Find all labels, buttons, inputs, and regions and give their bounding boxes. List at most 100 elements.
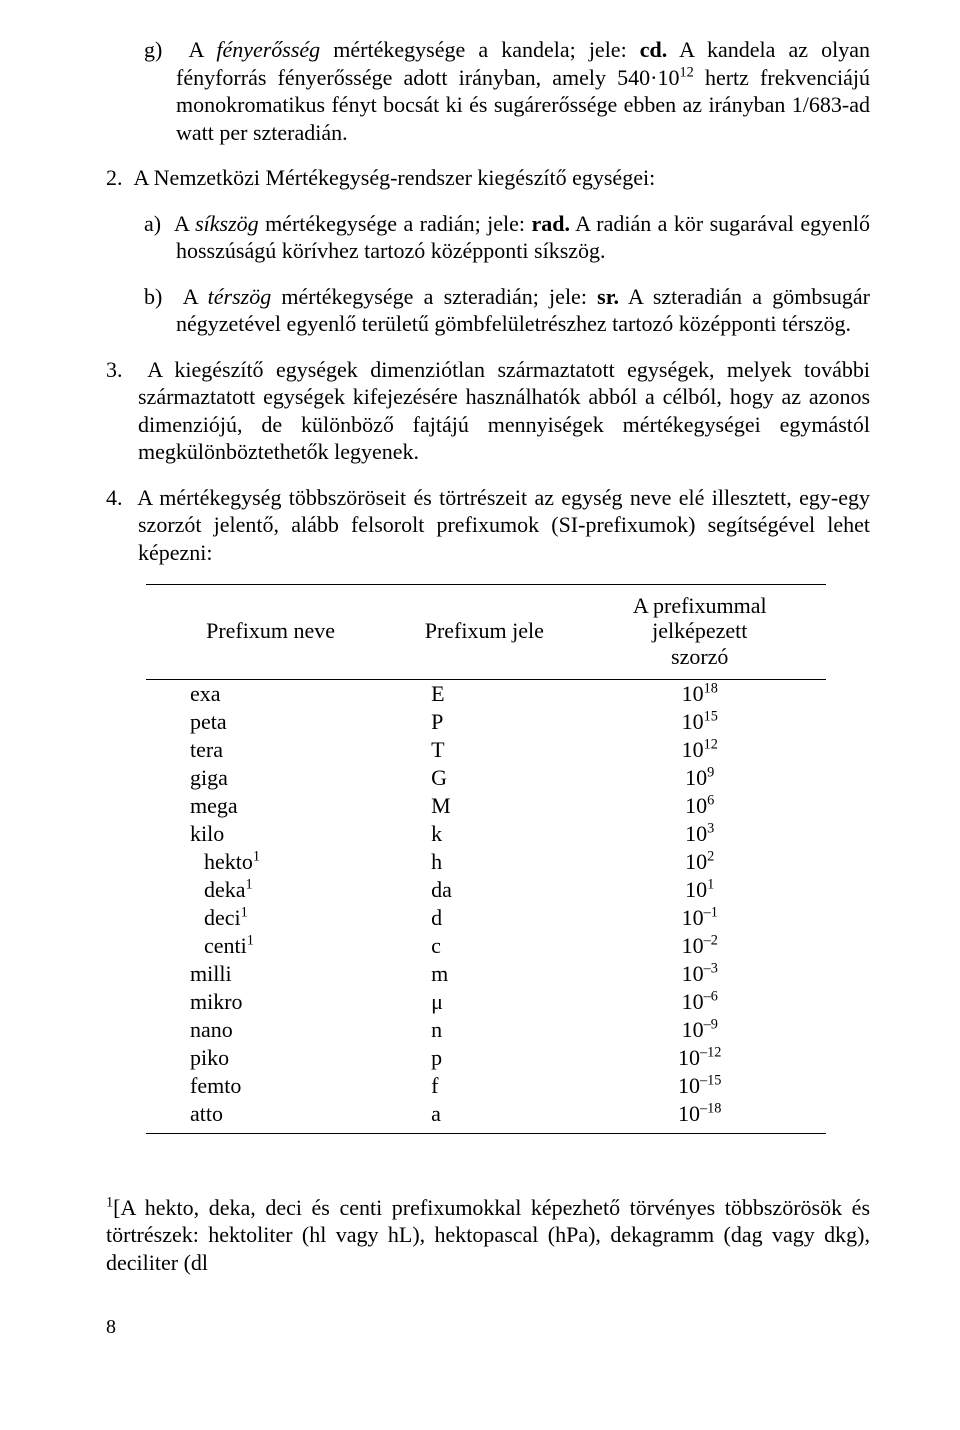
italic-term: fényerősség	[216, 37, 320, 62]
italic-term: síkszög	[195, 211, 259, 236]
table-row: hekto1h102	[146, 848, 826, 876]
cell-prefix-symbol: p	[395, 1044, 573, 1072]
cell-prefix-symbol: da	[395, 876, 573, 904]
list-marker: 2.	[106, 165, 123, 190]
cell-prefix-symbol: k	[395, 820, 573, 848]
cell-prefix-symbol: a	[395, 1100, 573, 1134]
page-content: g) A fényerősség mértékegysége a kandela…	[0, 0, 960, 1409]
text: A kiegészítő egységek dimenziótlan szárm…	[138, 357, 870, 465]
footnote-ref: 1	[246, 877, 253, 893]
table-row: attoa10–18	[146, 1100, 826, 1134]
cell-prefix-name: kilo	[146, 820, 395, 848]
text: mértékegysége a kandela; jele:	[320, 37, 640, 62]
cell-multiplier: 10–3	[573, 960, 826, 988]
cell-prefix-name: exa	[146, 679, 395, 708]
table-row: millim10–3	[146, 960, 826, 988]
cell-prefix-name: centi1	[146, 932, 395, 960]
bold-symbol: cd.	[640, 37, 668, 62]
footnote-text: [A hekto, deka, deci és centi prefixumok…	[106, 1195, 870, 1275]
cell-multiplier: 10–18	[573, 1100, 826, 1134]
cell-multiplier: 10–6	[573, 988, 826, 1016]
cell-prefix-name: milli	[146, 960, 395, 988]
header-multiplier: A prefixummal jelképezett szorzó	[573, 585, 826, 680]
table-row: femtof10–15	[146, 1072, 826, 1100]
cell-multiplier: 10–1	[573, 904, 826, 932]
footnote: 1[A hekto, deka, deci és centi prefixumo…	[106, 1194, 870, 1277]
cell-prefix-name: giga	[146, 764, 395, 792]
table-row: petaP1015	[146, 708, 826, 736]
cell-multiplier: 103	[573, 820, 826, 848]
cell-prefix-name: mega	[146, 792, 395, 820]
cell-prefix-symbol: μ	[395, 988, 573, 1016]
paragraph-3: 3. A kiegészítő egységek dimenziótlan sz…	[106, 356, 870, 466]
cell-prefix-symbol: f	[395, 1072, 573, 1100]
text: mértékegysége a szteradián; jele:	[271, 284, 597, 309]
bold-symbol: sr.	[597, 284, 619, 309]
cell-prefix-name: mikro	[146, 988, 395, 1016]
text: A Nemzetközi Mértékegység-rendszer kiegé…	[134, 165, 656, 190]
list-marker: 4.	[106, 485, 123, 510]
table-row: mikroμ10–6	[146, 988, 826, 1016]
paragraph-4: 4. A mértékegység többszöröseit és törtr…	[106, 484, 870, 567]
cell-multiplier: 10–15	[573, 1072, 826, 1100]
superscript: 12	[680, 64, 694, 80]
list-marker: b)	[144, 284, 162, 309]
table-row: nanon10–9	[146, 1016, 826, 1044]
list-marker: g)	[144, 37, 162, 62]
cell-prefix-name: nano	[146, 1016, 395, 1044]
cell-prefix-name: piko	[146, 1044, 395, 1072]
table-row: deci1d10–1	[146, 904, 826, 932]
list-marker: a)	[144, 211, 161, 236]
table-header-row: Prefixum neve Prefixum jele A prefixumma…	[146, 585, 826, 680]
cell-prefix-symbol: m	[395, 960, 573, 988]
cell-prefix-name: tera	[146, 736, 395, 764]
cell-prefix-symbol: G	[395, 764, 573, 792]
cell-multiplier: 109	[573, 764, 826, 792]
cell-prefix-symbol: P	[395, 708, 573, 736]
text: A	[174, 211, 195, 236]
table-row: teraT1012	[146, 736, 826, 764]
italic-term: térszög	[208, 284, 272, 309]
footnote-ref: 1	[247, 933, 254, 949]
cell-prefix-name: femto	[146, 1072, 395, 1100]
bold-symbol: rad.	[531, 211, 570, 236]
cell-prefix-symbol: c	[395, 932, 573, 960]
cell-multiplier: 10–2	[573, 932, 826, 960]
text: szorzó	[671, 644, 728, 669]
text: A prefixummal jelképezett	[633, 593, 767, 643]
header-prefix-name: Prefixum neve	[146, 585, 395, 680]
footnote-ref: 1	[253, 849, 260, 865]
table-row: megaM106	[146, 792, 826, 820]
cell-prefix-name: hekto1	[146, 848, 395, 876]
table-row: centi1c10–2	[146, 932, 826, 960]
cell-multiplier: 1015	[573, 708, 826, 736]
cell-multiplier: 1018	[573, 679, 826, 708]
paragraph-g: g) A fényerősség mértékegysége a kandela…	[106, 36, 870, 146]
table-body: exaE1018petaP1015teraT1012gigaG109megaM1…	[146, 679, 826, 1133]
table-row: kilok103	[146, 820, 826, 848]
text: A	[183, 284, 208, 309]
cell-prefix-name: deka1	[146, 876, 395, 904]
cell-prefix-symbol: n	[395, 1016, 573, 1044]
cell-prefix-symbol: T	[395, 736, 573, 764]
table-row: pikop10–12	[146, 1044, 826, 1072]
cell-prefix-symbol: M	[395, 792, 573, 820]
cell-multiplier: 102	[573, 848, 826, 876]
si-prefix-table: Prefixum neve Prefixum jele A prefixumma…	[146, 584, 826, 1134]
list-marker: 3.	[106, 357, 123, 382]
cell-prefix-name: peta	[146, 708, 395, 736]
paragraph-2b: b) A térszög mértékegysége a szteradián;…	[106, 283, 870, 338]
cell-multiplier: 1012	[573, 736, 826, 764]
cell-multiplier: 10–12	[573, 1044, 826, 1072]
text: mértékegysége a radián; jele:	[259, 211, 532, 236]
cell-prefix-symbol: E	[395, 679, 573, 708]
cell-multiplier: 10–9	[573, 1016, 826, 1044]
cell-multiplier: 106	[573, 792, 826, 820]
text: A mértékegység többszöröseit és törtrész…	[137, 485, 870, 565]
cell-multiplier: 101	[573, 876, 826, 904]
cell-prefix-name: deci1	[146, 904, 395, 932]
paragraph-2a: a) A síkszög mértékegysége a radián; jel…	[106, 210, 870, 265]
paragraph-2: 2. A Nemzetközi Mértékegység-rendszer ki…	[106, 164, 870, 192]
table-row: deka1da101	[146, 876, 826, 904]
header-prefix-symbol: Prefixum jele	[395, 585, 573, 680]
